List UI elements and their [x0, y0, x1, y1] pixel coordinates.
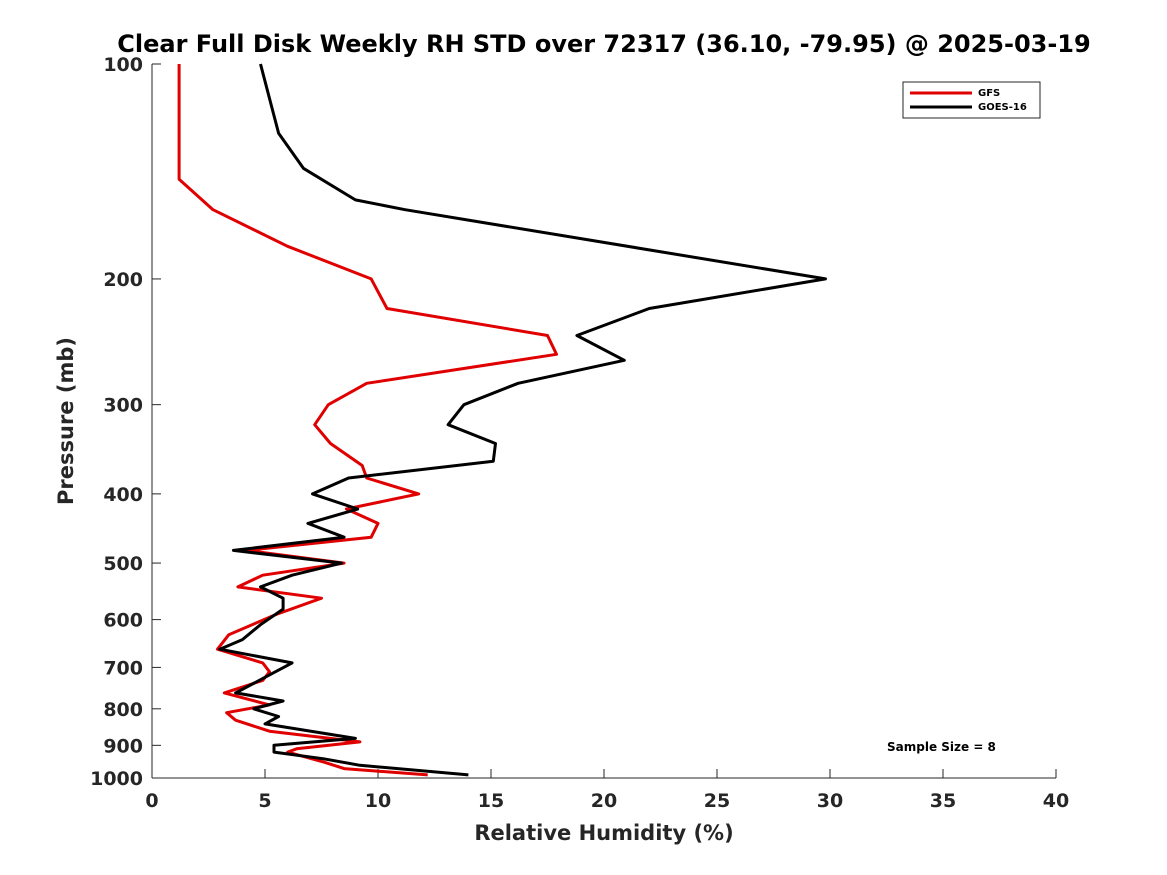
y-tick-label-500: 500 — [103, 553, 143, 575]
x-tick-label-10: 10 — [365, 790, 391, 812]
y-tick-label-300: 300 — [103, 395, 143, 417]
series-line-goes16 — [218, 63, 827, 777]
x-tick-label-20: 20 — [591, 790, 617, 812]
y-tick-label-400: 400 — [103, 484, 143, 506]
x-tick-label-0: 0 — [145, 790, 158, 812]
legend-label-goes16: GOES-16 — [978, 102, 1027, 113]
chart-title: Clear Full Disk Weekly RH STD over 72317… — [117, 30, 1090, 58]
legend-box — [902, 81, 1041, 119]
legend: GFS GOES-16 — [902, 81, 1041, 119]
x-tick-label-15: 15 — [478, 790, 504, 812]
plot-area: 0 5 10 15 20 25 30 35 40 100 200 300 400 500 600 700 80… — [90, 54, 1069, 812]
y-tick-label-600: 600 — [103, 610, 143, 632]
y-tick-label-1000: 1000 — [90, 768, 143, 790]
y-axis-label: Pressure (mb) — [54, 337, 78, 505]
y-tick-label-700: 700 — [103, 657, 143, 679]
y-tick-label-200: 200 — [103, 269, 143, 291]
x-tick-label-40: 40 — [1043, 790, 1069, 812]
y-ticks: 100 200 300 400 500 600 700 800 900 1000 — [90, 54, 161, 790]
x-axis-label: Relative Humidity (%) — [474, 821, 733, 845]
y-tick-label-900: 900 — [103, 735, 143, 757]
series-line-gfs — [177, 64, 558, 777]
y-tick-label-800: 800 — [103, 699, 143, 721]
y-tick-label-100: 100 — [103, 54, 143, 76]
x-ticks: 0 5 10 15 20 25 30 35 40 — [145, 769, 1069, 812]
series-lines — [177, 63, 827, 777]
sample-size-note: Sample Size = 8 — [887, 740, 996, 754]
x-tick-label-25: 25 — [704, 790, 730, 812]
x-tick-label-30: 30 — [817, 790, 843, 812]
x-tick-label-5: 5 — [258, 790, 271, 812]
legend-label-gfs: GFS — [978, 88, 1000, 99]
x-tick-label-35: 35 — [930, 790, 956, 812]
